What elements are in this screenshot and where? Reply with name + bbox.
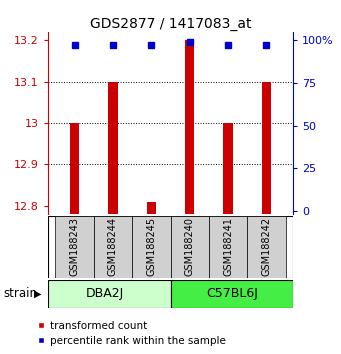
Legend: transformed count, percentile rank within the sample: transformed count, percentile rank withi… <box>32 317 230 350</box>
Bar <box>170 280 293 308</box>
Title: GDS2877 / 1417083_at: GDS2877 / 1417083_at <box>90 17 251 31</box>
FancyBboxPatch shape <box>48 216 293 278</box>
Bar <box>262 81 271 214</box>
Text: DBA2J: DBA2J <box>86 287 124 300</box>
Bar <box>108 81 118 214</box>
Text: GSM188244: GSM188244 <box>108 217 118 276</box>
Bar <box>147 202 156 214</box>
FancyBboxPatch shape <box>209 216 247 278</box>
Text: strain: strain <box>3 287 38 300</box>
Text: GSM188242: GSM188242 <box>262 217 271 276</box>
Bar <box>185 40 194 214</box>
FancyBboxPatch shape <box>55 216 94 278</box>
FancyBboxPatch shape <box>247 216 285 278</box>
Text: ▶: ▶ <box>34 289 42 299</box>
Bar <box>70 123 79 214</box>
Bar <box>48 280 170 308</box>
FancyBboxPatch shape <box>132 216 170 278</box>
Text: GSM188245: GSM188245 <box>146 217 156 276</box>
Text: GSM188241: GSM188241 <box>223 217 233 276</box>
Bar <box>223 123 233 214</box>
Text: GSM188240: GSM188240 <box>185 217 195 276</box>
FancyBboxPatch shape <box>170 216 209 278</box>
Text: GSM188243: GSM188243 <box>70 217 79 276</box>
FancyBboxPatch shape <box>94 216 132 278</box>
Text: C57BL6J: C57BL6J <box>206 287 258 300</box>
